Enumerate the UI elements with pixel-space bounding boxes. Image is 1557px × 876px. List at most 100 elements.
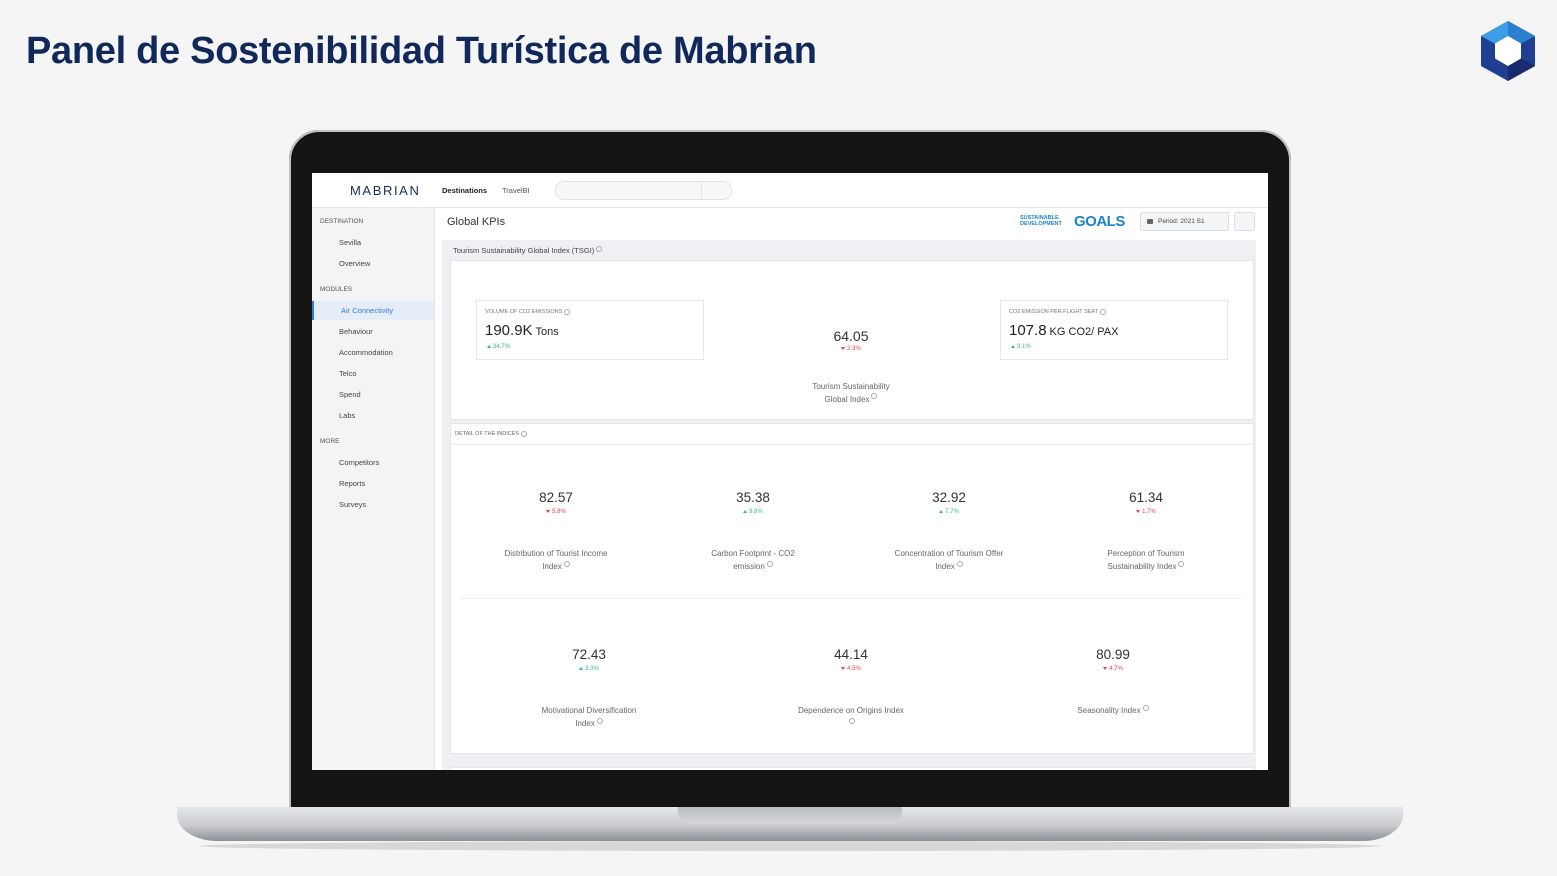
sidebar-item[interactable]: Labs	[312, 406, 434, 425]
trend: 4.5%	[811, 666, 891, 672]
sidebar-item[interactable]: Telco	[312, 364, 434, 383]
index-label: Carbon Footprint - CO2 emission	[711, 549, 795, 571]
help-icon	[563, 560, 570, 567]
next-card-edge	[450, 767, 1254, 770]
index-value: 80.99	[1096, 647, 1130, 662]
sidebar-label[interactable]: Overview	[339, 259, 371, 268]
sidebar-label[interactable]: Telco	[339, 369, 357, 378]
trend: 3.3%	[549, 666, 629, 672]
index-label: Distribution of Tourist Income Index	[504, 549, 608, 571]
kpi-box: VOLUME OF CO2 EMISSIONS 190.9K Tons 34.7%	[476, 300, 704, 360]
sidebar-item[interactable]: Sevilla	[312, 233, 434, 252]
card-divider	[451, 444, 1253, 445]
sidebar-item[interactable]: Spend	[312, 385, 434, 404]
index-label: Concentration of Tourism Offer Index	[894, 549, 1004, 571]
kpi-unit: KG CO2/ PAX	[1049, 326, 1119, 338]
period-button[interactable]: Period: 2021 S1	[1140, 212, 1229, 231]
trend-value: 4.7%	[1109, 666, 1123, 672]
row-divider	[461, 598, 1241, 599]
page-title: Panel de Sostenibilidad Turística de Mab…	[26, 30, 817, 72]
sidebar-item[interactable]: Behaviour	[312, 322, 434, 341]
nav-item[interactable]: Destinations	[442, 186, 488, 195]
sdg-word: GOALS	[1074, 213, 1125, 230]
search-box[interactable]	[555, 181, 732, 200]
indices-card: DETAIL OF THE INDICES	[450, 423, 1254, 754]
trend-arrow	[546, 509, 551, 513]
trend-arrow	[1136, 509, 1141, 513]
sidebar-section: MODULES	[320, 286, 353, 293]
help-icon	[596, 717, 603, 724]
sdg-line: SUSTAINABLE	[1020, 215, 1059, 221]
trend: 34.7%	[487, 344, 510, 350]
brand-name: MABRIAN	[350, 183, 421, 198]
download-button[interactable]	[1234, 212, 1255, 231]
index-value: 61.34	[1129, 490, 1163, 505]
trend-arrow	[579, 666, 584, 670]
sidebar-label[interactable]: Spend	[339, 390, 361, 399]
index-value: 82.57	[539, 490, 573, 505]
trend: 7.7%	[909, 509, 989, 515]
sidebar-item[interactable]: Surveys	[312, 495, 434, 514]
sidebar-item[interactable]: Reports	[312, 474, 434, 493]
sidebar-item[interactable]: Overview	[312, 254, 434, 273]
help-icon	[766, 560, 773, 567]
sdg-line: DEVELOPMENT	[1020, 221, 1062, 227]
kpi-label: CO2 EMISSION PER FLIGHT SEAT	[1009, 309, 1107, 315]
sidebar-item[interactable]: Accommodation	[312, 343, 434, 362]
logo-inner	[1495, 36, 1521, 66]
trend: 2.3%	[801, 346, 901, 352]
trend-value: 9.8%	[749, 509, 763, 515]
top-nav	[312, 173, 1268, 208]
trend-value: 3.3%	[585, 666, 599, 672]
indices-title: DETAIL OF THE INDICES	[455, 431, 528, 437]
help-icon	[956, 560, 963, 567]
kpi-label: VOLUME OF CO2 EMISSIONS	[485, 309, 571, 315]
trend-arrow	[939, 509, 944, 513]
page-title: Global KPIs	[447, 216, 506, 228]
help-icon	[564, 309, 571, 315]
trend-arrow	[487, 344, 491, 348]
search-dropdown[interactable]	[701, 182, 732, 199]
sidebar-label[interactable]: Air Connectivity	[341, 306, 394, 315]
sidebar-label[interactable]: Reports	[339, 479, 366, 488]
trend-arrow	[841, 346, 846, 350]
mabrian-logo	[1481, 21, 1535, 81]
index-value: 44.14	[834, 647, 868, 662]
sidebar-label[interactable]: Surveys	[339, 500, 367, 509]
trend-value: 5.8%	[552, 509, 566, 515]
trend: 9.1%	[1011, 344, 1031, 350]
sidebar-label[interactable]: Labs	[339, 411, 356, 420]
kpi-value: 190.9K	[485, 322, 533, 339]
period-label[interactable]: Period: 2021 S1	[1158, 218, 1205, 225]
sidebar-item[interactable]: Competitors	[312, 453, 434, 472]
help-icon	[1178, 560, 1185, 567]
sidebar-item[interactable]: Air Connectivity	[312, 301, 434, 320]
laptop-notch	[678, 807, 902, 824]
index-label: Seasonality Index	[1058, 705, 1168, 718]
trend-arrow	[1103, 666, 1108, 670]
kpi-value-row: 107.8 KG CO2/ PAX	[1009, 322, 1118, 339]
help-icon	[1142, 705, 1149, 711]
trend-arrow	[841, 666, 846, 670]
sidebar-label[interactable]: Sevilla	[339, 238, 362, 247]
trend-value: 34.7%	[493, 344, 511, 350]
kpi-box: CO2 EMISSION PER FLIGHT SEAT 107.8 KG CO2/…	[1000, 300, 1228, 360]
sidebar-label[interactable]: Accommodation	[339, 348, 393, 357]
sidebar-label[interactable]: Behaviour	[339, 327, 373, 336]
help-icon	[596, 246, 603, 252]
index-label: Dependence on Origins Index	[796, 705, 906, 730]
period-icon	[1147, 219, 1153, 224]
sidebar-section: DESTINATION	[320, 218, 364, 225]
kpi-value: 107.8	[1009, 322, 1047, 339]
laptop-shadow	[200, 841, 1380, 851]
nav-item[interactable]: TravelBI	[502, 186, 530, 195]
trend: 5.8%	[516, 509, 596, 515]
trend-value: 7.7%	[945, 509, 959, 515]
trend-arrow	[1011, 344, 1015, 348]
index-value: 72.43	[572, 647, 606, 662]
trend-value: 2.3%	[847, 346, 861, 352]
sidebar-section: MORE	[320, 438, 340, 445]
sidebar-label[interactable]: Competitors	[339, 458, 380, 467]
help-icon	[871, 393, 878, 399]
